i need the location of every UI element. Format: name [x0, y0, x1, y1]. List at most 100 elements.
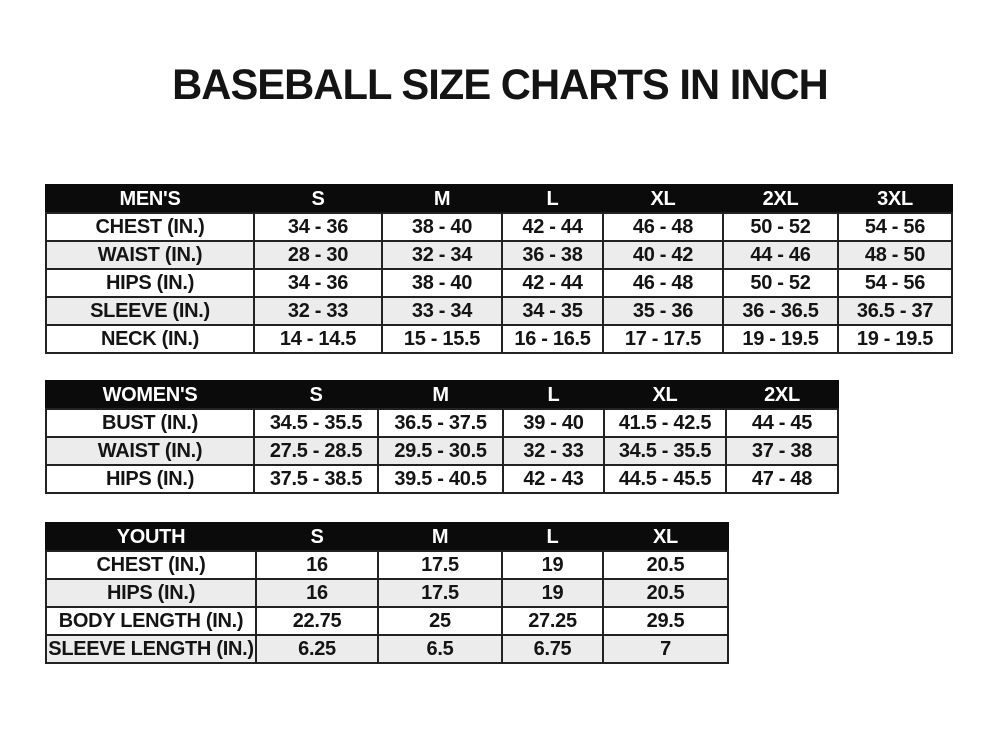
size-value-cell: 34.5 - 35.5 — [603, 436, 727, 467]
size-header-cell: L — [501, 184, 604, 215]
size-value-cell: 7 — [602, 634, 729, 665]
size-header-cell: L — [502, 380, 605, 411]
page-title: BASEBALL SIZE CHARTS IN INCH — [172, 61, 829, 109]
measurement-label-cell: SLEEVE (IN.) — [45, 296, 255, 327]
size-value-cell: 6.5 — [377, 634, 503, 665]
size-header-cell: M — [381, 184, 503, 215]
measurement-label-cell: WAIST (IN.) — [45, 240, 255, 271]
size-value-cell: 36 - 36.5 — [722, 296, 839, 327]
table-row: NECK (IN.) 14 - 14.5 15 - 15.5 16 - 16.5 17 … — [45, 324, 953, 355]
size-value-cell: 38 - 40 — [381, 268, 503, 299]
size-value-cell: 25 — [377, 606, 503, 637]
size-header-cell: XL — [602, 184, 724, 215]
measurement-label-cell: HIPS (IN.) — [45, 578, 257, 609]
size-value-cell: 34.5 - 35.5 — [253, 408, 379, 439]
size-value-cell: 36 - 38 — [501, 240, 604, 271]
size-value-cell: 50 - 52 — [722, 268, 839, 299]
measurement-label-cell: WAIST (IN.) — [45, 436, 255, 467]
size-value-cell: 37.5 - 38.5 — [253, 464, 379, 495]
womens-size-table: WOMEN'S S M L XL 2XL BUST (IN.) 34.5 - 35.5 36.5… — [45, 380, 839, 495]
youth-size-table: YOUTH S M L XL CHEST (IN.) 16 17.5 19 20.5 HIPS (I… — [45, 522, 729, 665]
size-header-cell: 2XL — [725, 380, 839, 411]
size-header-cell: M — [377, 380, 504, 411]
table-row: BODY LENGTH (IN.) 22.75 25 27.25 29.5 — [45, 606, 729, 637]
size-value-cell: 44.5 - 45.5 — [603, 464, 727, 495]
size-value-cell: 37 - 38 — [725, 436, 839, 467]
measurement-label-cell: HIPS (IN.) — [45, 464, 255, 495]
size-value-cell: 19 - 19.5 — [837, 324, 953, 355]
size-value-cell: 16 — [255, 578, 379, 609]
size-value-cell: 20.5 — [602, 550, 729, 581]
size-value-cell: 44 - 45 — [725, 408, 839, 439]
size-header-cell: XL — [603, 380, 727, 411]
measurement-label-cell: CHEST (IN.) — [45, 212, 255, 243]
size-value-cell: 50 - 52 — [722, 212, 839, 243]
table-row: SLEEVE (IN.) 32 - 33 33 - 34 34 - 35 35 - 36… — [45, 296, 953, 327]
size-value-cell: 19 — [501, 578, 604, 609]
table-row: WAIST (IN.) 27.5 - 28.5 29.5 - 30.5 32 - 33… — [45, 436, 839, 467]
table-row: SLEEVE LENGTH (IN.) 6.25 6.5 6.75 7 — [45, 634, 729, 665]
size-value-cell: 27.5 - 28.5 — [253, 436, 379, 467]
size-header-cell: M — [377, 522, 503, 553]
table-row: HIPS (IN.) 16 17.5 19 20.5 — [45, 578, 729, 609]
mens-size-table: MEN'S S M L XL 2XL 3XL CHEST (IN.) 34 - 36 38 - 4… — [45, 184, 953, 355]
size-value-cell: 29.5 - 30.5 — [377, 436, 504, 467]
group-header-cell: MEN'S — [45, 184, 255, 215]
size-value-cell: 32 - 33 — [253, 296, 383, 327]
size-value-cell: 32 - 33 — [502, 436, 605, 467]
measurement-label-cell: NECK (IN.) — [45, 324, 255, 355]
measurement-label-cell: CHEST (IN.) — [45, 550, 257, 581]
size-value-cell: 54 - 56 — [837, 268, 953, 299]
size-value-cell: 38 - 40 — [381, 212, 503, 243]
table-row: HIPS (IN.) 37.5 - 38.5 39.5 - 40.5 42 - 43 4… — [45, 464, 839, 495]
size-value-cell: 54 - 56 — [837, 212, 953, 243]
header-row: WOMEN'S S M L XL 2XL — [45, 380, 839, 411]
tables-container: MEN'S S M L XL 2XL 3XL CHEST (IN.) 34 - 36 38 - 4… — [45, 184, 1000, 665]
table-row: BUST (IN.) 34.5 - 35.5 36.5 - 37.5 39 - 40 4… — [45, 408, 839, 439]
size-value-cell: 6.25 — [255, 634, 379, 665]
size-chart-page: BASEBALL SIZE CHARTS IN INCH MEN'S S M L XL 2… — [0, 61, 1000, 665]
measurement-label-cell: HIPS (IN.) — [45, 268, 255, 299]
size-value-cell: 33 - 34 — [381, 296, 503, 327]
size-value-cell: 15 - 15.5 — [381, 324, 503, 355]
size-value-cell: 39.5 - 40.5 — [377, 464, 504, 495]
size-value-cell: 27.25 — [501, 606, 604, 637]
size-header-cell: 2XL — [722, 184, 839, 215]
size-value-cell: 17 - 17.5 — [602, 324, 724, 355]
table-row: CHEST (IN.) 16 17.5 19 20.5 — [45, 550, 729, 581]
size-value-cell: 17.5 — [377, 578, 503, 609]
size-header-cell: S — [253, 184, 383, 215]
size-value-cell: 42 - 44 — [501, 212, 604, 243]
group-header-cell: YOUTH — [45, 522, 257, 553]
size-value-cell: 14 - 14.5 — [253, 324, 383, 355]
size-value-cell: 28 - 30 — [253, 240, 383, 271]
group-header-cell: WOMEN'S — [45, 380, 255, 411]
size-value-cell: 16 — [255, 550, 379, 581]
size-header-cell: S — [253, 380, 379, 411]
size-value-cell: 34 - 36 — [253, 212, 383, 243]
table-row: HIPS (IN.) 34 - 36 38 - 40 42 - 44 46 - 48 50… — [45, 268, 953, 299]
size-value-cell: 32 - 34 — [381, 240, 503, 271]
size-value-cell: 6.75 — [501, 634, 604, 665]
size-value-cell: 42 - 43 — [502, 464, 605, 495]
size-value-cell: 35 - 36 — [602, 296, 724, 327]
size-value-cell: 16 - 16.5 — [501, 324, 604, 355]
size-value-cell: 46 - 48 — [602, 212, 724, 243]
size-value-cell: 34 - 36 — [253, 268, 383, 299]
size-value-cell: 39 - 40 — [502, 408, 605, 439]
size-value-cell: 20.5 — [602, 578, 729, 609]
size-value-cell: 19 - 19.5 — [722, 324, 839, 355]
size-value-cell: 17.5 — [377, 550, 503, 581]
size-header-cell: 3XL — [837, 184, 953, 215]
measurement-label-cell: BUST (IN.) — [45, 408, 255, 439]
size-header-cell: XL — [602, 522, 729, 553]
size-value-cell: 34 - 35 — [501, 296, 604, 327]
size-header-cell: S — [255, 522, 379, 553]
size-value-cell: 47 - 48 — [725, 464, 839, 495]
size-value-cell: 48 - 50 — [837, 240, 953, 271]
table-row: CHEST (IN.) 34 - 36 38 - 40 42 - 44 46 - 48 5… — [45, 212, 953, 243]
size-header-cell: L — [501, 522, 604, 553]
header-row: MEN'S S M L XL 2XL 3XL — [45, 184, 953, 215]
size-value-cell: 46 - 48 — [602, 268, 724, 299]
size-value-cell: 36.5 - 37.5 — [377, 408, 504, 439]
